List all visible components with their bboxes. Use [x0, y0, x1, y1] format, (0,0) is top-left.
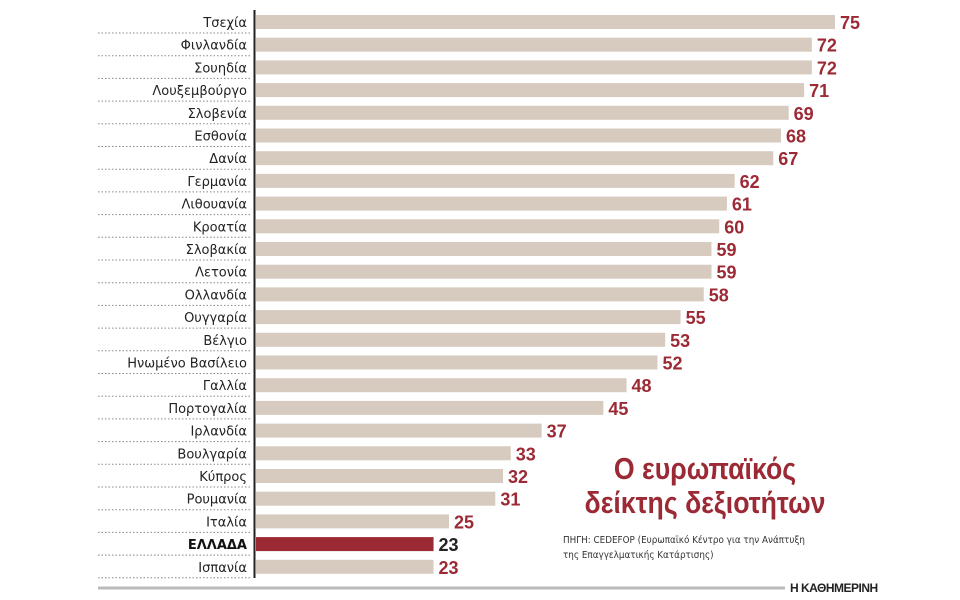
bar	[256, 378, 627, 393]
value-label: 25	[454, 512, 474, 532]
category-label: Λετονία	[195, 266, 247, 281]
bar	[256, 264, 712, 279]
bar	[256, 310, 681, 325]
value-label: 69	[794, 104, 814, 124]
category-label: Δανία	[209, 152, 247, 167]
value-label: 32	[508, 467, 528, 487]
value-label: 55	[686, 308, 706, 328]
title-line-2: δείκτης δεξιοτήτων	[584, 485, 826, 520]
source-line-1: ΠΗΓΗ: CEDEFOP (Ευρωπαϊκό Κέντρο για την …	[563, 535, 805, 546]
category-label: Γερμανία	[187, 175, 247, 190]
value-label: 23	[439, 535, 459, 555]
category-label: Ολλανδία	[185, 288, 247, 303]
bar	[256, 559, 434, 574]
bar	[256, 491, 496, 506]
value-label: 61	[732, 195, 752, 215]
value-label: 68	[786, 127, 806, 147]
value-label: 48	[632, 376, 652, 396]
value-label: 59	[716, 240, 736, 260]
value-label: 45	[608, 399, 628, 419]
bar	[256, 37, 812, 52]
value-label: 53	[670, 331, 690, 351]
bar	[256, 332, 666, 347]
category-label: Πορτογαλία	[168, 402, 247, 417]
bar	[256, 514, 449, 529]
category-label: Ουγγαρία	[184, 311, 247, 326]
value-label: 59	[716, 263, 736, 283]
value-label: 67	[778, 149, 798, 169]
category-label: Λιθουανία	[181, 198, 247, 213]
category-label: Ιταλία	[206, 515, 247, 530]
bar	[256, 128, 781, 143]
chart-title: Ο ευρωπαϊκός δείκτης δεξιοτήτων	[580, 452, 829, 520]
category-label: Γαλλία	[203, 379, 247, 394]
value-label: 72	[817, 58, 837, 78]
value-label: 71	[809, 81, 829, 101]
bar	[256, 355, 658, 370]
category-label: Ιρλανδία	[190, 425, 247, 440]
bar	[256, 400, 604, 415]
value-label: 52	[662, 354, 682, 374]
category-label: Τσεχία	[202, 16, 247, 31]
value-label: 37	[547, 422, 567, 442]
bar	[256, 469, 504, 483]
value-label: 60	[724, 217, 744, 237]
category-label: Σουηδία	[194, 61, 247, 76]
brand-logo: Η ΚΑΘΗΜΕΡΙΝΗ	[790, 581, 878, 595]
value-label: 58	[709, 285, 729, 305]
category-label: Βέλγιο	[203, 334, 247, 349]
bar	[256, 15, 835, 29]
category-label: Κύπρος	[199, 470, 247, 485]
category-label: Λουξεμβούργο	[152, 84, 247, 99]
source-line-2: της Επαγγελματικής Κατάρτισης)	[563, 550, 714, 561]
bar	[256, 105, 789, 120]
category-label: Βουλγαρία	[177, 447, 247, 462]
bar	[256, 242, 712, 256]
bar	[256, 83, 805, 98]
category-label: Ηνωμένο Βασίλειο	[127, 357, 247, 372]
value-label: 33	[516, 444, 536, 464]
category-label: Ισπανία	[198, 561, 247, 576]
bar	[256, 446, 511, 461]
value-label: 75	[840, 13, 860, 33]
bar	[256, 537, 434, 552]
value-label: 72	[817, 36, 837, 56]
category-label: Εσθονία	[194, 130, 247, 145]
value-label: 23	[439, 558, 459, 578]
bar	[256, 151, 774, 166]
category-label: ΕΛΛΑΔΑ	[188, 538, 247, 553]
category-label: Κροατία	[193, 220, 247, 235]
bar	[256, 173, 735, 188]
category-label: Φινλανδία	[181, 39, 247, 54]
bar	[256, 60, 812, 75]
bar	[256, 287, 704, 302]
value-label: 31	[500, 490, 520, 510]
bar	[256, 219, 720, 234]
category-label: Σλοβενία	[188, 107, 247, 122]
value-label: 62	[740, 172, 760, 192]
title-line-1: Ο ευρωπαϊκός	[613, 451, 797, 486]
bar	[256, 423, 542, 438]
source-note: ΠΗΓΗ: CEDEFOP (Ευρωπαϊκό Κέντρο για την …	[563, 533, 805, 563]
bar	[256, 196, 727, 211]
category-label: Ρουμανία	[187, 493, 247, 508]
category-label: Σλοβακία	[186, 243, 247, 258]
